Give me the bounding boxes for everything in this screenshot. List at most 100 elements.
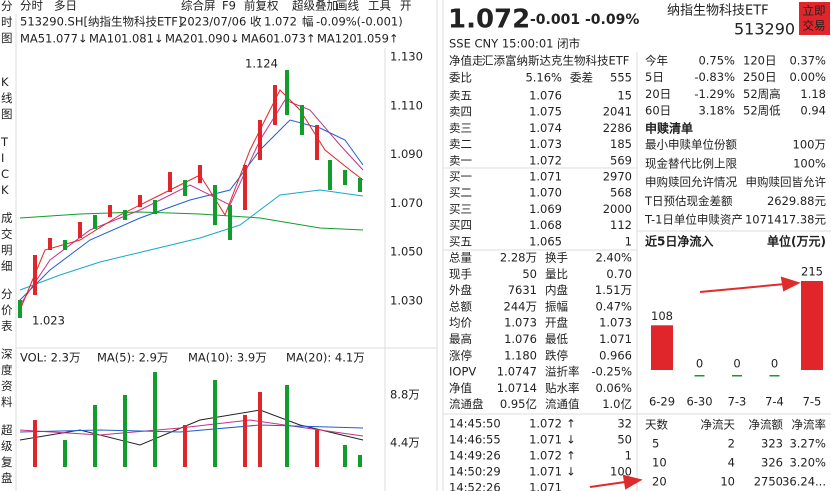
- stat-key: 贴水率: [545, 381, 580, 395]
- button[interactable]: 立即: [803, 4, 826, 18]
- stat-value: 244万: [504, 299, 537, 313]
- stat-key: 流通盘: [449, 397, 484, 411]
- price-tick: 1.130: [390, 50, 423, 64]
- tool[interactable]: 工具: [368, 0, 391, 13]
- tool[interactable]: 综合屏: [181, 0, 216, 13]
- stat-key: 换手: [545, 251, 568, 265]
- vol-legend: MA(10): 3.9万: [188, 351, 267, 365]
- table-cell: 3.20%: [789, 456, 826, 470]
- stat-value: 1.073: [504, 316, 537, 330]
- tool[interactable]: 开: [400, 0, 412, 13]
- sub-value: 100万: [793, 138, 826, 152]
- sub-value: 1071417.38元: [745, 213, 827, 227]
- ob-label: 卖二: [449, 137, 472, 151]
- table-cell: 323: [761, 437, 783, 451]
- stat-key: 量比: [545, 267, 568, 281]
- ret-key: 20日: [645, 87, 671, 101]
- tool[interactable]: 前复权: [244, 0, 279, 13]
- ob-label: 买二: [449, 186, 472, 200]
- side-tab[interactable]: 超级复盘: [1, 423, 13, 485]
- ret-key: 52周低: [743, 104, 781, 118]
- tab[interactable]: 分时: [20, 0, 43, 13]
- ma-value: 1.090↓: [197, 32, 240, 46]
- table-cell: 5: [652, 437, 659, 451]
- trade-arrow: ↑: [566, 417, 576, 431]
- sub-value: 2629.88元: [767, 194, 827, 208]
- ob-label: 买一: [449, 170, 472, 184]
- tool[interactable]: F9: [222, 0, 236, 13]
- trade-price: 1.071: [529, 433, 562, 447]
- side-tab[interactable]: K 线图: [1, 75, 13, 121]
- trade-time: 14:49:26: [449, 449, 501, 463]
- bar: [801, 281, 823, 370]
- table-cell: 10: [652, 456, 667, 470]
- stat-value: 2.28万: [500, 251, 537, 265]
- code: 513290: [734, 20, 795, 39]
- label: 幅: [302, 15, 314, 29]
- ma-value: 1.059↑: [356, 32, 399, 46]
- ret-value: 0.75%: [698, 54, 735, 68]
- sub-key: T日预估现金差额: [644, 194, 733, 208]
- stat-key: 内盘: [545, 283, 568, 297]
- ob-price: 1.065: [529, 234, 562, 248]
- button[interactable]: 交易: [803, 19, 826, 33]
- table-cell: 10: [720, 475, 735, 489]
- last-price: 1.072: [448, 5, 530, 35]
- trade-price: 1.072: [529, 417, 562, 431]
- stat-key: 流通值: [545, 397, 580, 411]
- ret-value: 3.18%: [698, 104, 735, 118]
- bar-label: 0: [771, 357, 778, 371]
- stat-key: 外盘: [449, 283, 472, 297]
- stat-key: 振幅: [545, 299, 568, 313]
- trade-volume: 50: [617, 433, 632, 447]
- change: -0.09%(-0.001): [316, 15, 403, 29]
- stat-value: 0.06%: [595, 381, 632, 395]
- ob-label: 卖一: [449, 153, 472, 167]
- tool[interactable]: 超级叠加: [292, 0, 338, 13]
- trade-volume: 1: [625, 449, 632, 463]
- trade-price: 1.072: [529, 449, 562, 463]
- stat-key: 总量: [449, 251, 472, 265]
- ob-volume: 185: [610, 137, 632, 151]
- value: 555: [610, 71, 632, 85]
- stat-key: 最高: [449, 332, 472, 346]
- table-cell: 20: [652, 475, 667, 489]
- ob-label: 买三: [449, 202, 472, 216]
- ret-value: 0.00%: [789, 70, 826, 84]
- vol-legend: VOL: 2.3万: [20, 351, 80, 365]
- ob-price: 1.076: [529, 89, 562, 103]
- sub-value: 100%: [793, 156, 826, 170]
- stat-value: 1.076: [504, 332, 537, 346]
- stat-value: 2.40%: [595, 251, 632, 265]
- ob-label: 卖五: [449, 89, 472, 103]
- ma-value: 1.073↑: [273, 32, 316, 46]
- table-header: 净流额: [749, 418, 784, 432]
- tool[interactable]: 画线: [336, 0, 359, 13]
- highlight-arrows: [589, 276, 801, 490]
- x-tick-label: 7-5: [803, 395, 822, 409]
- side-tab[interactable]: 成交明细: [1, 211, 13, 273]
- close: 1.072: [264, 15, 297, 29]
- ob-volume: 1: [625, 234, 632, 248]
- side-tab[interactable]: 深度资料: [1, 347, 13, 409]
- trade-button[interactable]: [799, 2, 830, 35]
- change: -0.001: [530, 12, 580, 28]
- tab[interactable]: 多日: [54, 0, 77, 13]
- stat-value: 1.071: [599, 332, 632, 346]
- chart-title: 近5日净流入: [645, 234, 713, 249]
- ret-value: -1.29%: [694, 87, 735, 101]
- stat-value: 50: [522, 267, 537, 281]
- ret-key: 250日: [743, 70, 776, 84]
- trade-arrow: ↑: [566, 449, 576, 463]
- side-tab[interactable]: 分价表: [1, 287, 13, 333]
- side-tab[interactable]: 分时图: [1, 0, 13, 45]
- bar: [694, 375, 705, 377]
- price-tick: 1.090: [390, 147, 423, 161]
- trade-volume: 32: [617, 417, 632, 431]
- ma-name: MA10: [89, 32, 121, 46]
- annotation: 1.023: [32, 314, 65, 328]
- ob-price: 1.070: [529, 186, 562, 200]
- table-cell: 36.24...: [782, 475, 826, 489]
